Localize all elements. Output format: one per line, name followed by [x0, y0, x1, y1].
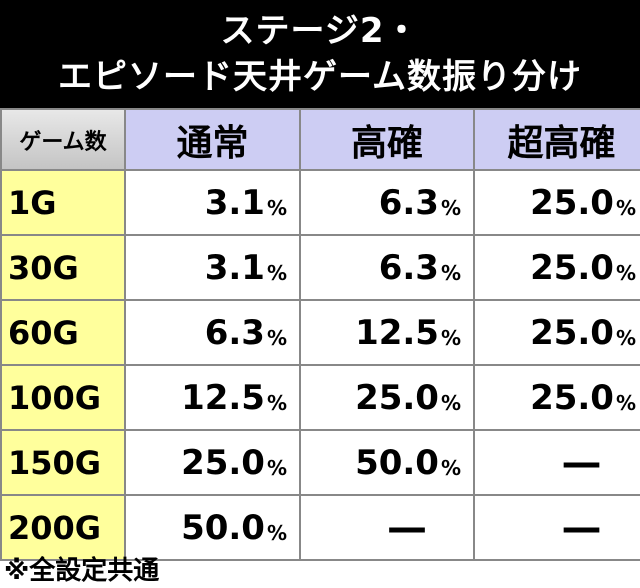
value-cell: 6.3% [301, 236, 473, 299]
value-number: 3.1 [204, 182, 265, 223]
value-cell: 25.0% [475, 236, 640, 299]
value-number: 12.5 [355, 312, 439, 353]
value-cell: 25.0% [475, 366, 640, 429]
value-cell: 25.0% [126, 431, 299, 494]
value-number: 6.3 [378, 247, 439, 288]
value-number: 3.1 [204, 247, 265, 288]
value-unit: % [615, 390, 636, 415]
value-unit: % [440, 390, 461, 415]
value-unit: % [266, 520, 287, 545]
empty-cell: — [475, 431, 640, 494]
title-banner: ステージ2・ エピソード天井ゲーム数振り分け [0, 0, 640, 108]
row-label: 60G [2, 301, 124, 364]
column-header: 高確 [301, 110, 473, 169]
empty-cell: — [301, 496, 473, 559]
value-cell: 50.0% [301, 431, 473, 494]
value-cell: 6.3% [301, 171, 473, 234]
value-number: 25.0 [530, 377, 614, 418]
value-cell: 6.3% [126, 301, 299, 364]
value-number: 25.0 [530, 247, 614, 288]
value-number: 50.0 [355, 442, 439, 483]
value-cell: 3.1% [126, 236, 299, 299]
value-number: 25.0 [355, 377, 439, 418]
empty-cell: — [475, 496, 640, 559]
value-unit: % [440, 260, 461, 285]
value-number: 25.0 [530, 312, 614, 353]
column-header: ゲーム数 [2, 110, 124, 169]
column-header: 通常 [126, 110, 299, 169]
value-unit: % [266, 325, 287, 350]
row-label: 100G [2, 366, 124, 429]
value-cell: 25.0% [475, 171, 640, 234]
value-number: 12.5 [181, 377, 265, 418]
value-cell: 3.1% [126, 171, 299, 234]
value-number: 25.0 [530, 182, 614, 223]
value-number: 6.3 [378, 182, 439, 223]
row-label: 30G [2, 236, 124, 299]
value-cell: 50.0% [126, 496, 299, 559]
value-cell: 25.0% [475, 301, 640, 364]
value-unit: % [615, 325, 636, 350]
row-label: 1G [2, 171, 124, 234]
row-label: 150G [2, 431, 124, 494]
value-cell: 12.5% [126, 366, 299, 429]
value-unit: % [440, 195, 461, 220]
value-unit: % [266, 195, 287, 220]
footnote: ※全設定共通 [4, 556, 160, 586]
value-unit: % [615, 195, 636, 220]
value-unit: % [266, 455, 287, 480]
value-cell: 25.0% [301, 366, 473, 429]
value-unit: % [266, 260, 287, 285]
table: ゲーム数 通常 高確 超高確 1G 3.1% 6.3% 25.0% 30G 3.1% 6.3% 25.… [0, 108, 640, 561]
value-number: 50.0 [181, 507, 265, 548]
row-label: 200G [2, 496, 124, 559]
column-header: 超高確 [475, 110, 640, 169]
value-number: 25.0 [181, 442, 265, 483]
title-line: エピソード天井ゲーム数振り分け [58, 57, 582, 97]
title-line: ステージ2・ [220, 11, 420, 51]
value-cell: 12.5% [301, 301, 473, 364]
value-number: 6.3 [204, 312, 265, 353]
value-unit: % [440, 455, 461, 480]
value-unit: % [266, 390, 287, 415]
value-unit: % [615, 260, 636, 285]
value-unit: % [440, 325, 461, 350]
